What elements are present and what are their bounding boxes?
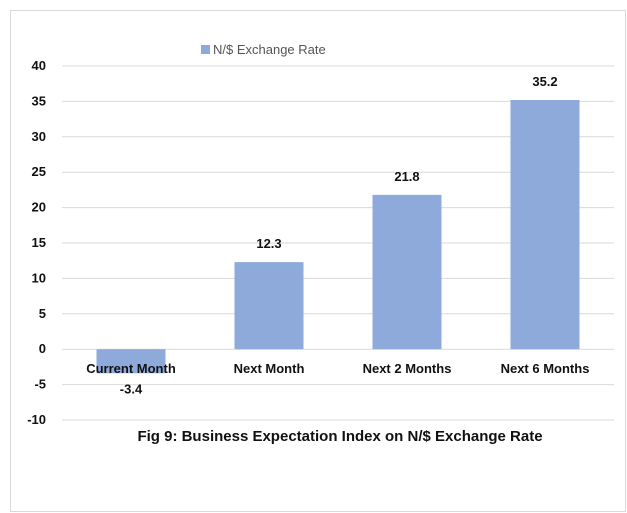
- data-labels: -3.4 12.3 21.8 35.2: [120, 74, 558, 396]
- category-label: Current Month: [86, 361, 176, 376]
- chart-caption: Fig 9: Business Expectation Index on N/$…: [137, 428, 542, 445]
- bars: [96, 99, 580, 374]
- data-label: 35.2: [532, 74, 557, 89]
- y-tick-label: 15: [32, 235, 46, 250]
- category-labels: Current Month Next Month Next 2 Months Next…: [86, 361, 589, 376]
- y-tick-label: 40: [32, 58, 46, 73]
- category-label: Next Month: [234, 361, 305, 376]
- legend-swatch: [201, 45, 210, 54]
- legend-label: N/$ Exchange Rate: [213, 42, 326, 57]
- y-tick-label: -10: [27, 412, 46, 427]
- bar: [372, 194, 442, 350]
- y-axis-ticks: 40 35 30 25 20 15 10 5 0 -5 -10: [27, 58, 46, 427]
- y-tick-label: -5: [34, 377, 46, 392]
- y-tick-label: 10: [32, 270, 46, 285]
- bar: [510, 99, 580, 350]
- y-tick-label: 0: [39, 341, 46, 356]
- y-tick-label: 35: [32, 93, 46, 108]
- category-label: Next 2 Months: [363, 361, 452, 376]
- y-tick-label: 20: [32, 200, 46, 215]
- y-tick-label: 30: [32, 129, 46, 144]
- y-tick-label: 25: [32, 164, 46, 179]
- y-tick-label: 5: [39, 306, 46, 321]
- category-label: Next 6 Months: [501, 361, 590, 376]
- legend: N/$ Exchange Rate: [201, 42, 326, 57]
- data-label: -3.4: [120, 381, 143, 396]
- bar: [96, 349, 166, 374]
- data-label: 12.3: [256, 236, 281, 251]
- bar: [234, 262, 304, 350]
- data-label: 21.8: [394, 169, 419, 184]
